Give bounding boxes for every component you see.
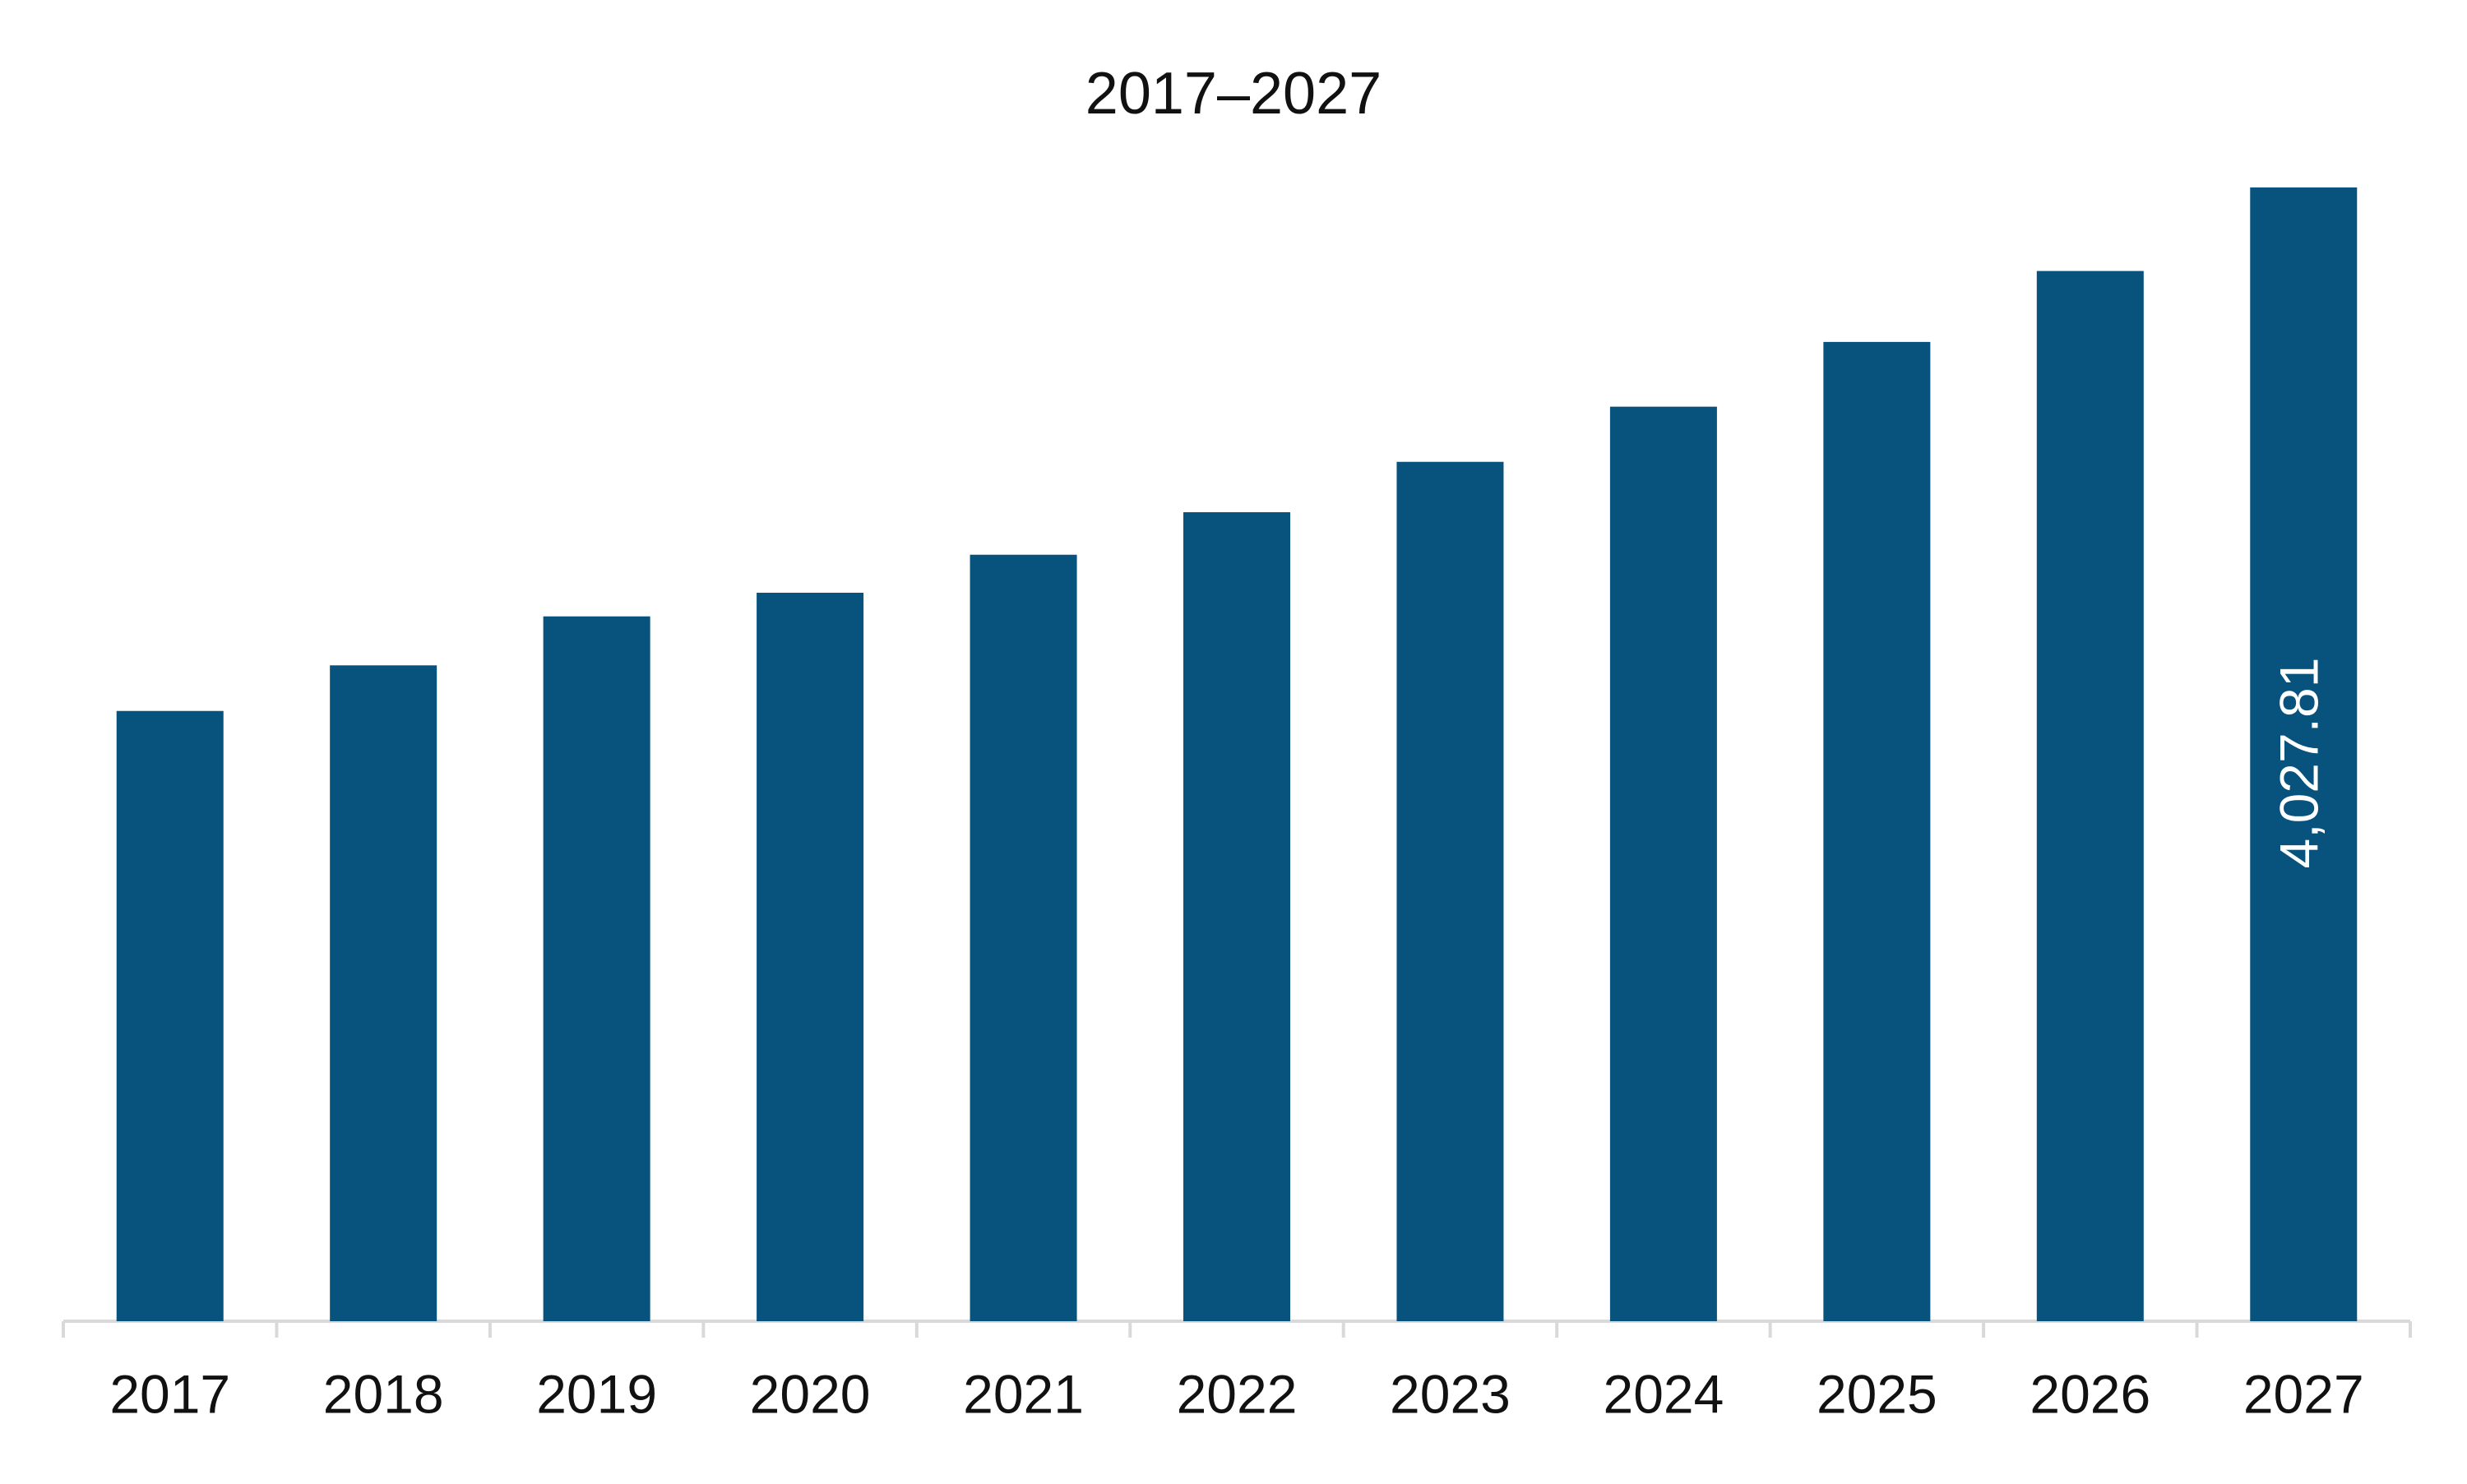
x-tick-label: 2024 — [1603, 1363, 1724, 1424]
bar — [116, 710, 224, 1321]
x-tick-label: 2020 — [750, 1363, 871, 1424]
x-tick-label: 2018 — [323, 1363, 444, 1424]
x-tick-label: 2027 — [2243, 1363, 2364, 1424]
bar — [1823, 341, 1931, 1322]
x-tick-label: 2021 — [963, 1363, 1084, 1424]
chart-title: 2017–2027 — [1085, 61, 1382, 127]
bar — [1183, 512, 1290, 1321]
x-tick-label: 2023 — [1390, 1363, 1511, 1424]
bar — [543, 616, 650, 1321]
bar — [1609, 406, 1717, 1322]
x-tick-label: 2026 — [2030, 1363, 2150, 1424]
bar — [2250, 187, 2358, 1321]
bar — [330, 665, 437, 1321]
x-tick-label: 2022 — [1177, 1363, 1298, 1424]
bar — [970, 554, 1077, 1321]
value-label: 4,027.81 — [2269, 658, 2330, 869]
bar — [757, 592, 864, 1321]
bar — [1396, 461, 1504, 1321]
bar — [2036, 270, 2144, 1321]
x-tick-label: 2025 — [1817, 1363, 1937, 1424]
x-tick-label: 2017 — [109, 1363, 230, 1424]
x-tick-label: 2019 — [536, 1363, 657, 1424]
